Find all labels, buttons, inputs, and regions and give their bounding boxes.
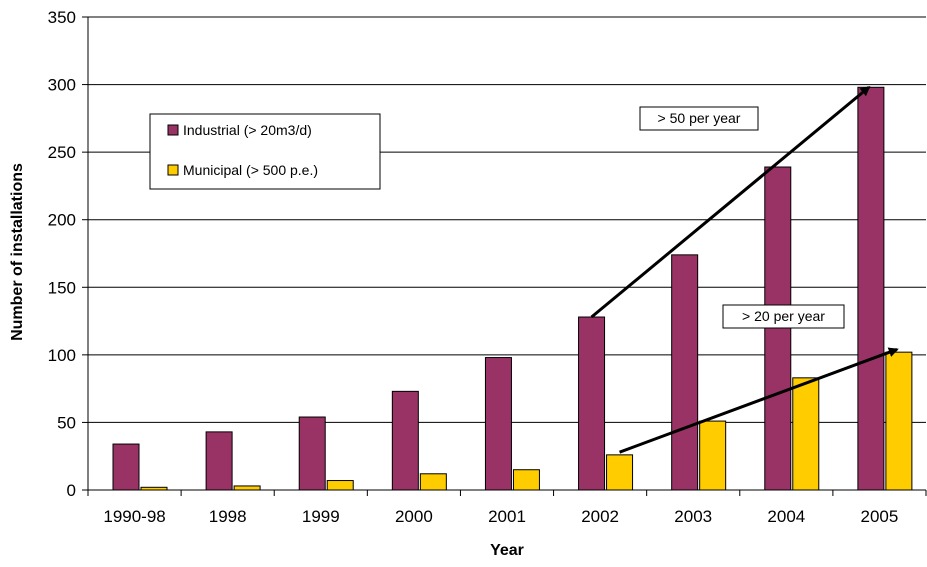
- x-tick-label: 2000: [395, 507, 433, 526]
- bar-municipal: [233, 485, 261, 491]
- trend-arrow: [619, 347, 899, 454]
- x-tick-label: 2001: [488, 507, 526, 526]
- bars: [112, 86, 913, 491]
- annotation-box: [639, 106, 759, 131]
- legend-swatch-municipal: [167, 164, 179, 176]
- bar-industrial: [112, 443, 140, 491]
- annotation-label: > 20 per year: [742, 308, 825, 324]
- x-tick-label: 2004: [767, 507, 805, 526]
- x-tick-labels: 1990-98 1998 1999 2000 2001 2002 2003 2004 2005: [103, 507, 898, 526]
- bar-municipal: [699, 420, 727, 491]
- legend-label-industrial: Industrial (> 20m3/d): [183, 122, 312, 138]
- y-tick-label: 50: [57, 413, 76, 432]
- bar-industrial: [391, 390, 419, 491]
- gridlines: [82, 16, 926, 491]
- bar-industrial: [764, 166, 792, 491]
- annotation-box: [722, 304, 845, 329]
- bar-municipal: [326, 480, 354, 491]
- y-axis-title: Number of installations: [9, 163, 26, 341]
- bar-industrial: [671, 254, 699, 491]
- x-tick-label: 1990-98: [103, 507, 165, 526]
- y-tick-label: 150: [48, 278, 76, 297]
- x-axis-title: Year: [490, 542, 524, 559]
- legend-label-municipal: Municipal (> 500 p.e.): [183, 162, 318, 178]
- bar-municipal: [512, 469, 540, 491]
- y-tick-label: 350: [48, 8, 76, 27]
- y-tick-label: 0: [67, 481, 76, 500]
- x-tick-label: 1998: [209, 507, 247, 526]
- bar-municipal: [792, 377, 820, 491]
- bar-industrial: [205, 431, 233, 491]
- annotations: > 50 per year > 20 per year: [590, 85, 899, 454]
- legend: Industrial (> 20m3/d) Municipal (> 500 p…: [149, 113, 381, 190]
- bar-industrial: [578, 316, 606, 491]
- legend-swatch-industrial: [167, 124, 179, 136]
- x-tick-label: 2003: [674, 507, 712, 526]
- bar-municipal: [606, 454, 634, 491]
- y-tick-label: 300: [48, 76, 76, 95]
- y-tick-label: 250: [48, 143, 76, 162]
- y-tick-labels: 0 50 100 150 200 250 300 350: [48, 8, 76, 500]
- bar-municipal: [885, 351, 913, 491]
- y-tick-label: 100: [48, 346, 76, 365]
- legend-box: [149, 113, 381, 190]
- bar-industrial: [298, 416, 326, 491]
- y-tick-label: 200: [48, 211, 76, 230]
- bar-industrial: [857, 86, 885, 491]
- trend-arrow: [590, 85, 871, 319]
- axes: [87, 17, 927, 496]
- x-tick-label: 1999: [302, 507, 340, 526]
- x-tick-label: 2005: [861, 507, 899, 526]
- x-tick-label: 2002: [581, 507, 619, 526]
- bar-industrial: [484, 357, 512, 491]
- annotation-label: > 50 per year: [658, 110, 741, 126]
- bar-municipal: [419, 473, 447, 491]
